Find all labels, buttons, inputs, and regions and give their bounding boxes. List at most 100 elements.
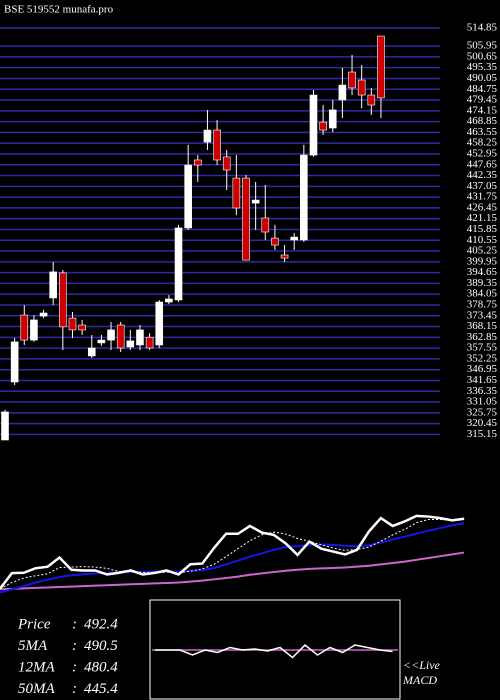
y-tick-label: 442.35 (467, 169, 498, 181)
y-tick-label: 437.05 (467, 180, 498, 192)
candle-body (59, 272, 67, 328)
info-value: 490.5 (84, 638, 118, 654)
candle-body (261, 217, 270, 233)
y-tick-label: 484.75 (467, 83, 498, 95)
info-value: 445.4 (84, 681, 118, 697)
y-tick-label: 357.55 (467, 342, 498, 354)
macd-label: MACD (402, 673, 437, 687)
info-separator: : (72, 616, 77, 632)
y-tick-label: 362.85 (467, 331, 498, 343)
candle-body (107, 329, 115, 341)
info-label: Price (17, 616, 51, 632)
info-separator: : (72, 659, 77, 675)
y-tick-label: 415.85 (467, 223, 498, 235)
y-tick-label: 463.55 (467, 126, 498, 138)
y-tick-label: 394.65 (467, 266, 498, 278)
y-tick-label: 368.15 (467, 320, 498, 332)
candle-body (251, 199, 260, 204)
ma-line (0, 517, 465, 590)
y-tick-label: 315.15 (467, 428, 498, 440)
candle-body (367, 94, 376, 106)
y-tick-label: 346.95 (467, 363, 498, 375)
y-tick-label: 490.05 (467, 72, 498, 84)
candle-body (357, 79, 366, 96)
y-tick-label: 352.25 (467, 352, 498, 364)
info-value: 480.4 (84, 659, 118, 675)
candle-body (222, 156, 231, 171)
info-label: 12MA (18, 659, 55, 675)
candle-body (30, 319, 38, 341)
candle-body (377, 35, 385, 99)
y-tick-label: 341.65 (467, 374, 498, 386)
y-tick-label: 474.15 (467, 104, 498, 116)
candle-body (49, 271, 58, 299)
y-tick-label: 325.75 (467, 406, 498, 418)
y-tick-label: 431.75 (467, 191, 498, 203)
y-tick-label: 505.95 (467, 40, 498, 52)
y-tick-label: 458.25 (467, 137, 498, 149)
candle-body (68, 317, 77, 331)
candle-body (232, 177, 241, 209)
y-tick-label: 421.15 (467, 212, 498, 224)
info-separator: : (72, 681, 77, 697)
candle-body (116, 324, 125, 349)
y-tick-label: 389.35 (467, 277, 498, 289)
info-value: 492.4 (84, 616, 118, 632)
candle-body (338, 84, 347, 101)
macd-frame (149, 599, 401, 700)
y-tick-label: 514.85 (467, 22, 498, 34)
macd-label: <<Live (403, 658, 441, 672)
info-label: 5MA (18, 638, 48, 654)
candle-body (145, 336, 154, 349)
candle-body (271, 237, 279, 246)
candle-body (184, 164, 192, 229)
y-tick-label: 452.95 (467, 148, 498, 160)
candle-body (126, 340, 135, 348)
chart-title: BSE 519552 munafa.pro (4, 4, 114, 16)
macd-line (155, 643, 393, 659)
y-tick-label: 331.05 (467, 396, 498, 408)
candle-body (155, 301, 164, 346)
y-tick-label: 447.65 (467, 158, 498, 170)
y-tick-label: 399.95 (467, 255, 498, 267)
y-tick-label: 378.75 (467, 299, 498, 311)
candle-body (300, 154, 308, 241)
candle-body (78, 324, 86, 331)
y-tick-label: 500.65 (467, 50, 498, 62)
candle-body (136, 329, 144, 346)
candle-body (97, 339, 106, 344)
y-tick-label: 336.35 (467, 385, 498, 397)
candle-body (194, 159, 202, 166)
y-tick-label: 495.35 (467, 61, 498, 73)
candle-body (10, 341, 19, 383)
y-tick-label: 384.05 (467, 288, 498, 300)
y-tick-label: 373.45 (467, 309, 498, 321)
candle-body (348, 71, 356, 89)
candle-body (203, 129, 212, 143)
candle-body (174, 227, 183, 301)
y-tick-label: 426.45 (467, 201, 498, 213)
candle-body (290, 236, 299, 241)
info-separator: : (72, 638, 77, 654)
candle-body (280, 254, 289, 259)
y-tick-label: 320.45 (467, 417, 498, 429)
candle-body (213, 129, 221, 161)
candle-body (1, 411, 9, 441)
candle-body (242, 177, 250, 261)
ma-line (0, 522, 465, 594)
candle-body (309, 94, 318, 156)
y-tick-label: 405.25 (467, 245, 498, 257)
ma-line (0, 551, 465, 591)
y-tick-label: 410.55 (467, 234, 498, 246)
candle-body (87, 347, 96, 357)
candle-body (165, 298, 173, 303)
candle-body (39, 312, 48, 317)
info-label: 50MA (18, 681, 55, 697)
candle-body (328, 109, 337, 129)
y-tick-label: 479.45 (467, 94, 498, 106)
candle-body (319, 121, 327, 131)
candle-body (20, 314, 29, 341)
